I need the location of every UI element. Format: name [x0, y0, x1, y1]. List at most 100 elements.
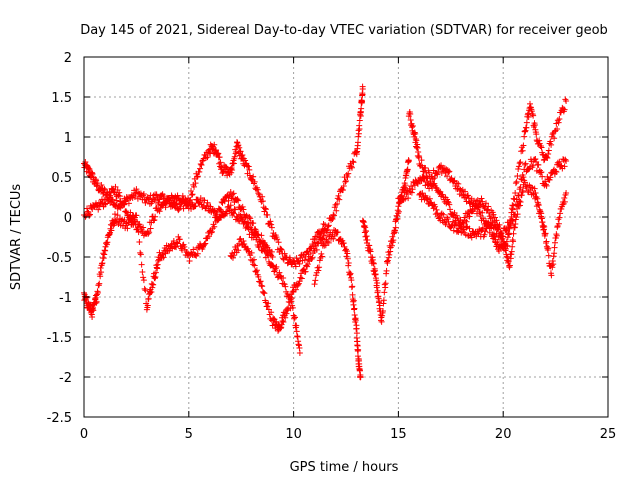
- data-point: [563, 158, 570, 164]
- data-point: [514, 173, 521, 180]
- data-point: [173, 201, 180, 208]
- data-point: [251, 262, 258, 269]
- data-point: [357, 374, 364, 380]
- data-point: [247, 215, 254, 222]
- data-point: [159, 251, 166, 258]
- data-point: [350, 159, 357, 166]
- data-point: [146, 195, 153, 202]
- data-point: [112, 183, 119, 190]
- data-point: [277, 245, 284, 252]
- data-point: [493, 217, 500, 224]
- data-point: [349, 283, 356, 290]
- data-point: [519, 147, 526, 154]
- data-point: [359, 98, 366, 105]
- data-point: [329, 215, 336, 222]
- data-point: [260, 289, 267, 296]
- data-point: [493, 230, 500, 237]
- data-point: [489, 219, 496, 226]
- data-point: [254, 186, 261, 193]
- data-point: [444, 173, 451, 180]
- data-point: [250, 261, 257, 268]
- data-point: [509, 243, 516, 250]
- data-point: [250, 220, 257, 227]
- data-point: [189, 191, 196, 198]
- data-point: [543, 154, 550, 161]
- data-point: [517, 184, 524, 191]
- data-point: [325, 223, 332, 230]
- y-tick-label: -0.5: [47, 251, 72, 266]
- data-point: [458, 188, 465, 195]
- data-point: [98, 182, 105, 189]
- data-point: [404, 166, 411, 173]
- data-point: [523, 185, 530, 192]
- data-point: [485, 203, 492, 210]
- data-point: [370, 259, 377, 266]
- data-point: [298, 275, 305, 282]
- data-point: [463, 218, 470, 225]
- data-point: [518, 192, 525, 199]
- data-point: [303, 262, 310, 269]
- data-point: [562, 96, 569, 103]
- data-point: [520, 174, 527, 181]
- data-point: [264, 211, 271, 218]
- data-point: [275, 239, 282, 246]
- data-point: [511, 196, 518, 203]
- data-point: [343, 178, 349, 185]
- data-point: [86, 166, 93, 173]
- data-point: [204, 199, 211, 206]
- data-point: [251, 178, 258, 185]
- data-point: [356, 126, 363, 133]
- data-point: [355, 346, 362, 353]
- data-point: [552, 168, 559, 175]
- data-point: [212, 214, 218, 221]
- data-point: [436, 163, 443, 170]
- data-point: [523, 124, 530, 131]
- data-point: [269, 262, 276, 269]
- data-point: [194, 174, 201, 181]
- data-point: [268, 309, 275, 316]
- data-point: [280, 319, 287, 326]
- data-point: [348, 163, 355, 170]
- data-point: [173, 244, 180, 251]
- data-point: [471, 197, 478, 204]
- data-point: [279, 317, 286, 324]
- data-point: [225, 197, 232, 204]
- data-point: [348, 277, 355, 284]
- data-point: [179, 192, 186, 199]
- data-point: [161, 199, 168, 206]
- data-point: [268, 221, 275, 228]
- data-point: [156, 196, 163, 203]
- data-point: [160, 254, 167, 261]
- data-point: [455, 229, 462, 235]
- data-point: [308, 255, 315, 262]
- data-point: [551, 135, 558, 142]
- data-point: [515, 165, 522, 172]
- data-point: [264, 303, 271, 310]
- data-point: [394, 215, 401, 222]
- data-point: [444, 198, 451, 205]
- data-point: [113, 197, 120, 204]
- data-point: [137, 249, 144, 256]
- data-point: [379, 308, 386, 315]
- data-point: [462, 188, 469, 195]
- data-point: [262, 205, 269, 212]
- data-point: [176, 236, 183, 243]
- y-axis-label: SDTVAR / TECUs: [9, 184, 24, 291]
- data-point: [293, 322, 300, 329]
- data-point: [181, 243, 188, 250]
- data-point: [556, 214, 563, 221]
- data-point: [408, 183, 415, 190]
- series-8: [405, 96, 570, 255]
- data-point: [120, 201, 127, 208]
- data-point: [429, 176, 436, 183]
- data-point: [496, 231, 503, 238]
- data-point: [414, 180, 421, 187]
- data-point: [436, 214, 443, 221]
- data-point: [282, 283, 289, 290]
- data-point: [548, 141, 555, 148]
- data-point: [323, 227, 330, 234]
- data-point: [209, 228, 216, 235]
- data-point: [235, 142, 242, 149]
- series-9: [416, 177, 570, 279]
- data-point: [296, 260, 303, 267]
